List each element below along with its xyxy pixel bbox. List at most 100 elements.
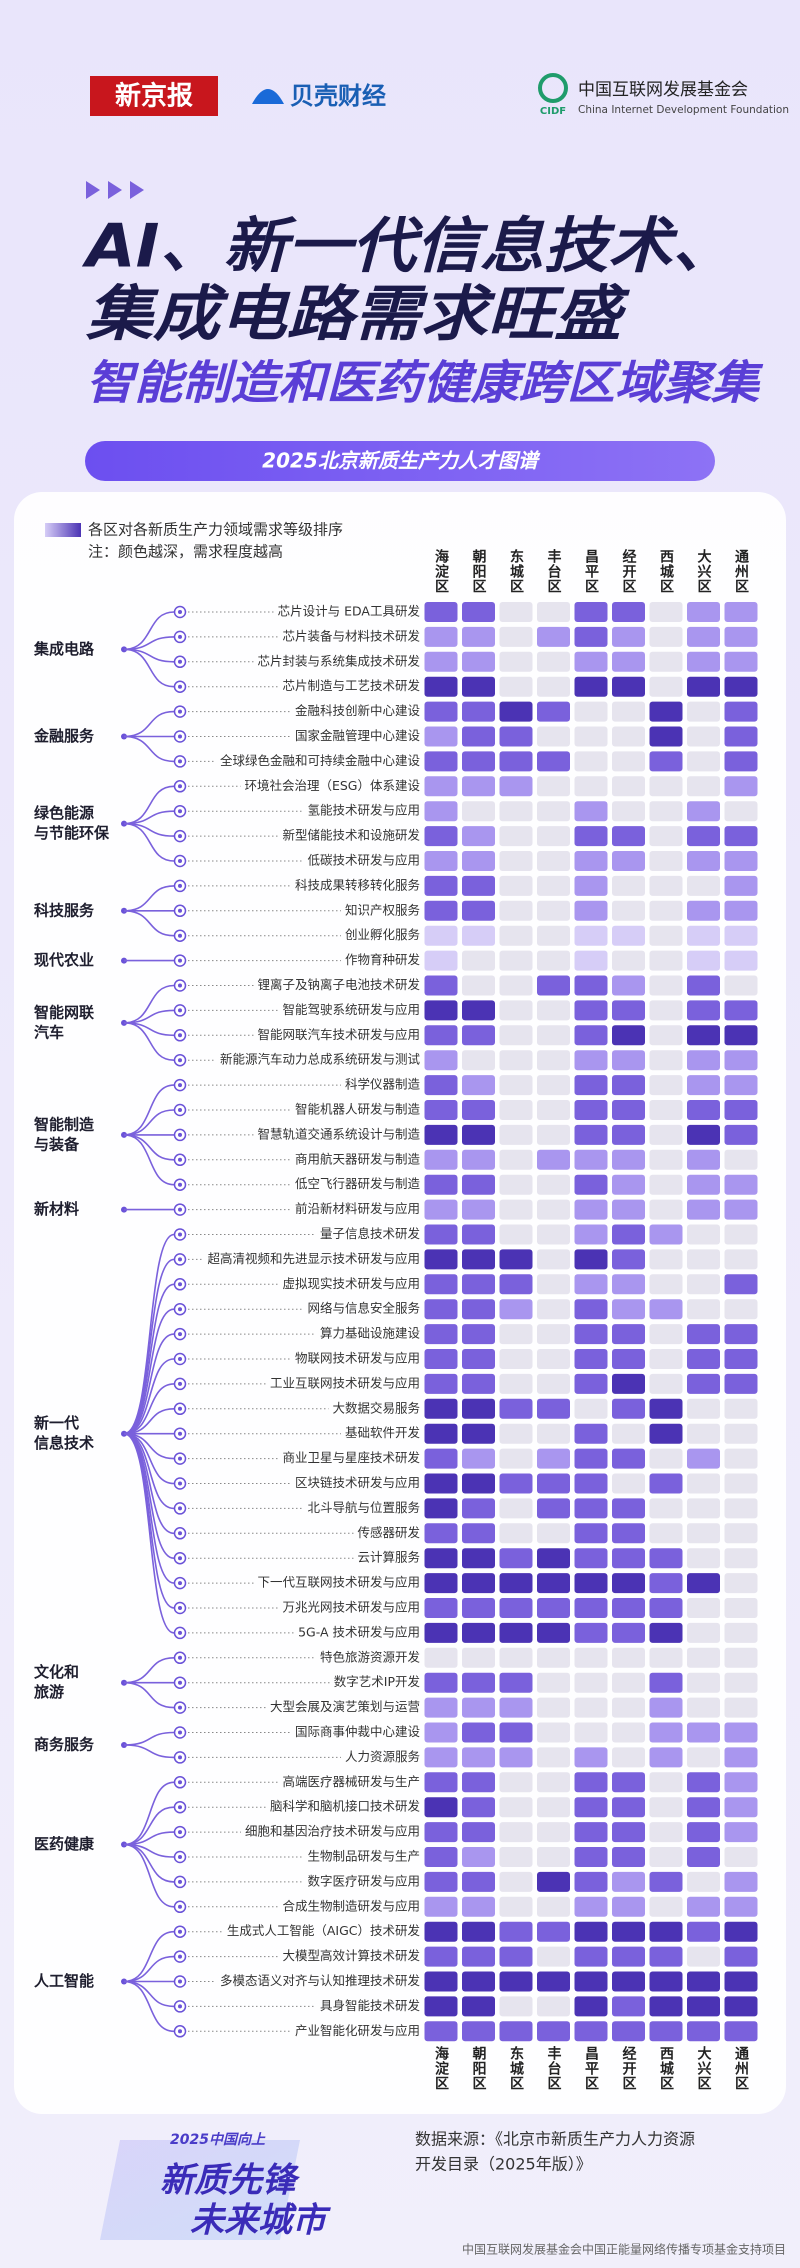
heat-cell bbox=[499, 1000, 533, 1021]
heat-cell bbox=[687, 1498, 720, 1519]
heat-cell bbox=[424, 1423, 458, 1444]
heat-cell bbox=[649, 1672, 683, 1693]
branch bbox=[123, 648, 175, 688]
heat-cell bbox=[424, 1075, 458, 1096]
heat-cell bbox=[537, 776, 570, 797]
heat-cell bbox=[724, 1921, 758, 1942]
heat-cell bbox=[687, 701, 720, 722]
heat-cell bbox=[499, 2021, 533, 2042]
row-label: 智能机器人研发与制造 bbox=[295, 1102, 421, 1117]
heat-cell bbox=[612, 1124, 645, 1145]
heat-cell bbox=[424, 1946, 458, 1967]
row-node-dot bbox=[178, 1730, 182, 1735]
title-arrows bbox=[86, 181, 144, 199]
heat-cell bbox=[724, 1822, 758, 1843]
heatmap: 海淀区海淀区朝阳区朝阳区东城区东城区丰台区丰台区昌平区昌平区经开区经开区西城区西… bbox=[33, 548, 758, 2091]
heat-cell bbox=[649, 1996, 683, 2017]
heat-cell bbox=[649, 1797, 683, 1818]
branch bbox=[123, 1744, 175, 1759]
heat-cell bbox=[574, 1473, 608, 1494]
heat-cell bbox=[724, 1523, 758, 1544]
heat-cell bbox=[499, 1299, 533, 1320]
source-line: 开发目录（2025年版）》 bbox=[415, 2155, 592, 2174]
heat-cell bbox=[724, 851, 758, 871]
heat-cell bbox=[424, 1871, 458, 1892]
heat-cell bbox=[724, 1896, 758, 1917]
heat-cell bbox=[574, 776, 608, 797]
heat-cell bbox=[574, 875, 608, 896]
heat-cell bbox=[574, 1274, 608, 1295]
heat-cell bbox=[574, 1573, 608, 1594]
heat-cell bbox=[612, 1448, 645, 1469]
heat-cell bbox=[574, 1722, 608, 1743]
heat-cell bbox=[649, 1722, 683, 1743]
heat-cell bbox=[537, 1224, 570, 1245]
heat-cell bbox=[612, 1921, 645, 1942]
heat-cell bbox=[724, 1324, 758, 1345]
heat-cell bbox=[462, 726, 495, 747]
heat-cell bbox=[687, 1871, 720, 1892]
row-node-dot bbox=[178, 1879, 182, 1884]
campaign-line: 未来城市 bbox=[190, 2201, 331, 2241]
heat-cell bbox=[687, 1921, 720, 1942]
heat-cell bbox=[499, 1373, 533, 1394]
row-label: 生成式人工智能（AIGC）技术研发 bbox=[227, 1923, 421, 1938]
heat-cell bbox=[724, 900, 758, 921]
row-label: 商用航天器研发与制造 bbox=[295, 1151, 421, 1166]
heat-cell bbox=[424, 1124, 458, 1145]
row-node-dot bbox=[178, 1431, 182, 1436]
heat-cell bbox=[612, 1224, 645, 1245]
row-label: 创业孵化服务 bbox=[345, 927, 420, 942]
row-label: 物联网技术研发与应用 bbox=[295, 1351, 420, 1366]
heat-cell bbox=[574, 1622, 608, 1643]
heat-cell bbox=[649, 1697, 683, 1718]
heat-cell bbox=[537, 1946, 570, 1967]
branch bbox=[123, 822, 175, 862]
heat-cell bbox=[499, 1871, 533, 1892]
heat-cell bbox=[649, 726, 683, 747]
heat-cell bbox=[687, 1199, 720, 1220]
heat-cell bbox=[724, 1573, 758, 1594]
heat-cell bbox=[724, 1075, 758, 1096]
row-label: 万兆光网技术研发与应用 bbox=[282, 1600, 420, 1615]
heat-cell bbox=[612, 1822, 645, 1843]
heat-cell bbox=[462, 851, 495, 871]
row-node-dot bbox=[178, 1755, 182, 1760]
heat-cell bbox=[612, 1722, 645, 1743]
heat-cell bbox=[687, 875, 720, 896]
heat-cell bbox=[462, 676, 495, 697]
heat-cell bbox=[499, 1398, 533, 1419]
heat-cell bbox=[612, 1946, 645, 1967]
legend-swatch bbox=[45, 523, 81, 537]
heat-cell bbox=[649, 1174, 683, 1195]
heat-cell bbox=[499, 1498, 533, 1519]
heat-cell bbox=[687, 602, 720, 622]
row-node-dot bbox=[178, 834, 182, 839]
heat-cell bbox=[499, 1996, 533, 2017]
heat-cell bbox=[499, 1349, 533, 1369]
heat-cell bbox=[612, 1847, 645, 1867]
heat-cell bbox=[574, 1946, 608, 1967]
heat-cell bbox=[649, 1822, 683, 1843]
cidf-emblem bbox=[538, 73, 568, 103]
heat-cell bbox=[724, 1224, 758, 1245]
category-label: 与节能环保 bbox=[34, 824, 110, 842]
heat-cell bbox=[424, 751, 458, 772]
heat-cell bbox=[424, 801, 458, 822]
heat-cell bbox=[724, 801, 758, 822]
heat-cell bbox=[462, 2021, 495, 2042]
row-node-dot bbox=[178, 908, 182, 913]
category-label: 集成电路 bbox=[33, 640, 95, 658]
heat-cell bbox=[537, 950, 570, 971]
heat-cell bbox=[424, 1822, 458, 1843]
heat-cell bbox=[687, 1598, 720, 1618]
heat-cell bbox=[424, 1224, 458, 1245]
column-header: 经开区 bbox=[621, 2045, 637, 2091]
heat-cell bbox=[537, 1622, 570, 1643]
heat-cell bbox=[574, 1423, 608, 1444]
heat-cell bbox=[687, 751, 720, 772]
heat-cell bbox=[499, 701, 533, 722]
heat-cell bbox=[574, 2021, 608, 2042]
heat-cell bbox=[612, 1971, 645, 1992]
heat-cell bbox=[424, 1199, 458, 1220]
